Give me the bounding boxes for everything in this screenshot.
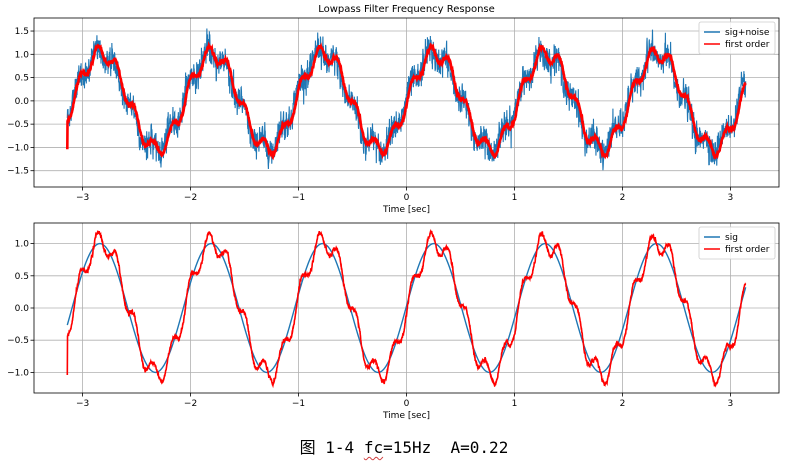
x-tick-label: 2	[620, 193, 626, 203]
figure-caption: 图 1-4 fc=15Hz A=0.22	[0, 434, 808, 458]
y-tick-label: −1.0	[7, 368, 29, 378]
x-tick-label: −1	[292, 193, 305, 203]
legend-label-2: first order	[725, 245, 770, 255]
series-sig-noise-line	[66, 28, 747, 171]
y-tick-label: 1.0	[15, 50, 30, 60]
x-tick-label: 0	[404, 193, 410, 203]
chart-title: Lowpass Filter Frequency Response	[318, 4, 495, 15]
x-tick-label: 3	[728, 399, 734, 409]
series-sig-line	[66, 242, 747, 374]
chart-2: −3 −2 −1 0 1 2 3 −1.0 −0.5 0.0 0.5 1.0 Time [sec] sig…	[7, 222, 780, 421]
x-tick-label: −1	[292, 399, 305, 409]
y-tick-label: −0.5	[7, 120, 29, 130]
x-tick-label: 0	[404, 399, 410, 409]
series-first-order-line	[66, 40, 747, 161]
x-tick-label: 2	[620, 399, 626, 409]
legend-box	[698, 21, 776, 55]
legend-label-1: sig+noise	[725, 28, 770, 38]
legend-box	[698, 226, 776, 260]
caption-prefix: 图 1-4	[299, 438, 364, 457]
axes-frame	[33, 17, 780, 188]
y-tick-label: 1.5	[15, 27, 29, 37]
series-first-order-line	[66, 228, 747, 389]
y-tick-label: −1.0	[7, 143, 29, 153]
axes-frame	[33, 222, 780, 394]
y-tick-label: −0.5	[7, 336, 29, 346]
x-tick-label: 1	[512, 399, 518, 409]
x-tick-label: −2	[184, 193, 197, 203]
legend-label-1: sig	[725, 233, 738, 243]
x-tick-label: −3	[76, 399, 89, 409]
y-tick-label: 0.0	[15, 97, 30, 107]
figure: Lowpass Filter Frequency Response −3 −2 −1 0…	[7, 4, 780, 421]
x-axis-label: Time [sec]	[382, 411, 430, 421]
y-tick-label: 0.5	[15, 272, 29, 282]
caption-suffix: =15Hz A=0.22	[383, 438, 509, 457]
x-tick-label: −2	[184, 399, 197, 409]
x-axis-label: Time [sec]	[382, 205, 430, 215]
y-tick-label: 0.5	[15, 74, 29, 84]
x-tick-label: 1	[512, 193, 518, 203]
caption-fc: fc	[363, 438, 384, 457]
x-tick-label: 3	[728, 193, 734, 203]
legend: sig first order	[698, 226, 776, 260]
legend: sig+noise first order	[698, 21, 776, 55]
legend-label-2: first order	[725, 40, 770, 50]
y-tick-label: 0.0	[15, 304, 30, 314]
x-tick-label: −3	[76, 193, 89, 203]
chart-1: Lowpass Filter Frequency Response −3 −2 −1 0…	[7, 4, 780, 215]
y-tick-label: −1.5	[7, 167, 29, 177]
y-tick-label: 1.0	[15, 240, 30, 250]
